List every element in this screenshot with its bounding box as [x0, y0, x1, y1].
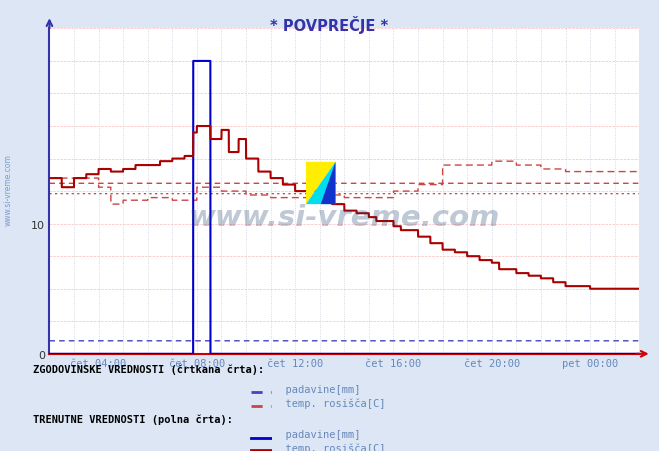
Polygon shape: [306, 162, 335, 205]
Text: padavine[mm]: padavine[mm]: [273, 429, 361, 439]
Text: * POVPREČJE *: * POVPREČJE *: [270, 16, 389, 34]
Text: temp. rosišča[C]: temp. rosišča[C]: [273, 442, 386, 451]
Text: temp. rosišča[C]: temp. rosišča[C]: [273, 397, 386, 408]
Polygon shape: [321, 162, 335, 205]
Text: TRENUTNE VREDNOSTI (polna črta):: TRENUTNE VREDNOSTI (polna črta):: [33, 413, 233, 423]
Text: ZGODOVINSKE VREDNOSTI (črtkana črta):: ZGODOVINSKE VREDNOSTI (črtkana črta):: [33, 364, 264, 374]
Text: www.si-vreme.com: www.si-vreme.com: [188, 204, 500, 232]
Text: www.si-vreme.com: www.si-vreme.com: [4, 153, 13, 226]
Polygon shape: [306, 162, 335, 205]
Text: padavine[mm]: padavine[mm]: [273, 384, 361, 394]
